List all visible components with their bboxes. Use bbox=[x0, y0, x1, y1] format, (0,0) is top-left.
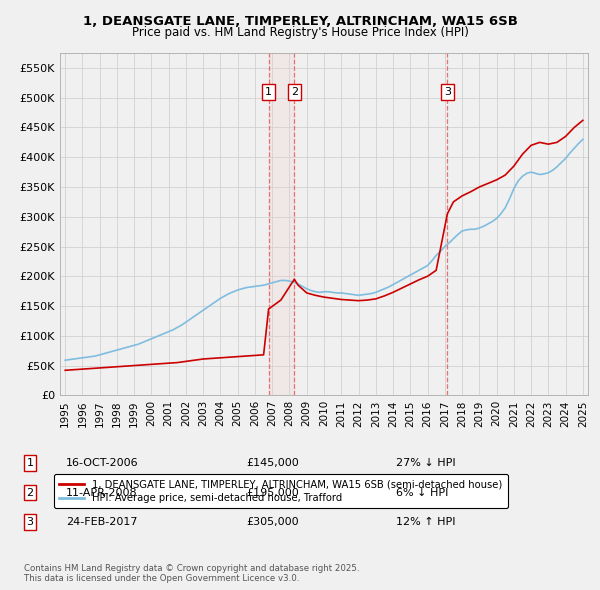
Text: 6% ↓ HPI: 6% ↓ HPI bbox=[396, 488, 448, 497]
Bar bbox=[269, 53, 295, 395]
Text: 1: 1 bbox=[265, 87, 272, 97]
Text: 27% ↓ HPI: 27% ↓ HPI bbox=[396, 458, 455, 468]
Text: 1, DEANSGATE LANE, TIMPERLEY, ALTRINCHAM, WA15 6SB: 1, DEANSGATE LANE, TIMPERLEY, ALTRINCHAM… bbox=[83, 15, 517, 28]
Text: 3: 3 bbox=[444, 87, 451, 97]
Text: £195,000: £195,000 bbox=[246, 488, 299, 497]
Text: 12% ↑ HPI: 12% ↑ HPI bbox=[396, 517, 455, 527]
Text: 1: 1 bbox=[26, 458, 34, 468]
Text: Price paid vs. HM Land Registry's House Price Index (HPI): Price paid vs. HM Land Registry's House … bbox=[131, 26, 469, 39]
Text: 11-APR-2008: 11-APR-2008 bbox=[66, 488, 137, 497]
Legend: 1, DEANSGATE LANE, TIMPERLEY, ALTRINCHAM, WA15 6SB (semi-detached house), HPI: A: 1, DEANSGATE LANE, TIMPERLEY, ALTRINCHAM… bbox=[55, 474, 508, 509]
Text: 24-FEB-2017: 24-FEB-2017 bbox=[66, 517, 137, 527]
Text: £145,000: £145,000 bbox=[246, 458, 299, 468]
Text: 2: 2 bbox=[291, 87, 298, 97]
Text: 3: 3 bbox=[26, 517, 34, 527]
Text: £305,000: £305,000 bbox=[246, 517, 299, 527]
Text: 2: 2 bbox=[26, 488, 34, 497]
Text: 16-OCT-2006: 16-OCT-2006 bbox=[66, 458, 139, 468]
Text: Contains HM Land Registry data © Crown copyright and database right 2025.
This d: Contains HM Land Registry data © Crown c… bbox=[24, 563, 359, 583]
